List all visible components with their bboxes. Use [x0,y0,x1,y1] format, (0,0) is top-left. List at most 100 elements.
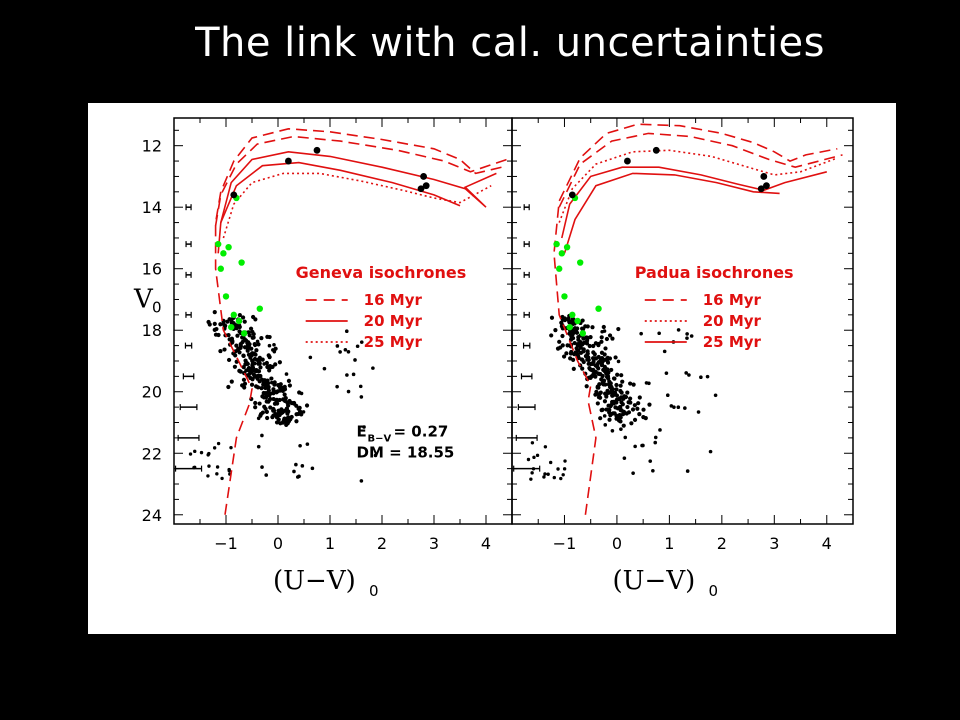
right-field-star [529,477,533,481]
right-field-star [568,351,574,356]
right-field-star [620,379,625,384]
right-field-star [596,354,601,360]
right-bright-star [757,185,765,193]
right-field-star [631,471,635,475]
left-field-star [237,313,242,318]
left-field-star [300,464,305,468]
right-field-star [604,374,610,380]
left-x-tick-label: 4 [481,534,491,553]
right-field-star [532,455,536,460]
right-field-star [603,423,608,427]
right-x-tick-label: −1 [553,534,577,553]
right-field-star [616,359,621,364]
left-field-star [338,350,342,354]
left-field-star [277,360,282,365]
left-field-star [304,403,310,408]
slide-title: The link with cal. uncertainties [195,20,825,66]
left-highlight-star [220,250,227,257]
left-field-star [256,342,261,347]
left-y-tick-label: 14 [142,198,162,217]
right-field-star [565,343,570,348]
left-field-star [274,389,279,395]
right-field-star [614,382,619,388]
left-legend-label: 16 Myr [364,291,423,309]
right-field-star [576,335,581,340]
right-field-star [597,392,602,397]
right-field-star [676,405,681,410]
left-field-star [273,362,278,367]
left-field-star [267,343,272,348]
left-field-star [252,342,258,348]
left-field-star [267,397,272,402]
left-field-star [346,350,351,354]
right-field-star [587,366,592,371]
right-field-star [599,363,604,368]
left-field-star [240,339,245,345]
right-legend-label: 25 Myr [703,333,762,351]
left-field-star [297,405,302,410]
right-field-star [687,373,691,377]
left-field-star [242,385,247,390]
left-isochrone-20-myr [217,150,497,254]
left-field-star [241,353,246,358]
annotation-dm: DM = 18.55 [357,443,455,461]
right-field-star [581,347,586,352]
right-highlight-star [553,240,560,248]
right-field-star [600,407,605,412]
left-field-star [220,476,224,481]
left-field-star [229,379,234,384]
right-field-star [574,327,579,332]
right-field-star [583,354,589,359]
y-axis-label: V [133,284,154,314]
left-field-star [253,368,259,373]
left-field-star [216,332,221,338]
left-field-star [271,387,276,392]
right-field-star [705,374,710,379]
left-field-star [188,452,193,456]
right-field-star [561,354,567,359]
right-x-tick-label: 0 [612,534,622,553]
right-field-star [557,339,562,344]
right-field-star [625,404,630,410]
left-field-star [245,344,250,350]
left-field-star [343,347,348,352]
y-axis-label-sub: 0 [152,298,162,316]
left-field-star [253,400,258,406]
left-field-star [292,469,296,474]
right-highlight-star [561,293,568,300]
right-field-star [601,324,606,330]
right-field-star [571,366,576,371]
left-field-star [284,422,289,427]
right-field-star [535,453,540,458]
left-field-star [247,366,252,371]
left-field-star [269,376,274,381]
right-field-star [622,456,627,460]
left-isochrone-25-myr [222,172,492,239]
left-field-star [252,361,257,366]
left-field-star [298,444,302,448]
left-highlight-star [241,330,248,337]
left-field-star [286,378,292,383]
left-field-star [244,368,249,373]
left-field-star [258,365,263,370]
left-field-star [212,310,217,315]
left-field-star [193,449,197,454]
left-field-star [226,384,231,390]
left-x-axis-label: (U−V) [273,566,356,596]
left-field-star [272,343,276,347]
left-field-star [241,365,246,370]
left-field-star [282,416,287,421]
right-field-star [624,411,629,416]
right-field-star [599,339,604,344]
left-field-star [373,453,378,458]
left-field-star [215,465,220,469]
right-field-star [614,416,619,421]
left-x-tick-label: −1 [214,534,238,553]
left-field-star [253,317,258,322]
left-field-star [261,395,267,400]
right-isochrone-25-myr [561,166,827,239]
left-field-star [346,389,351,394]
left-x-axis-label-sub: 0 [369,582,379,600]
left-field-star [212,446,217,450]
right-field-star [543,472,547,476]
